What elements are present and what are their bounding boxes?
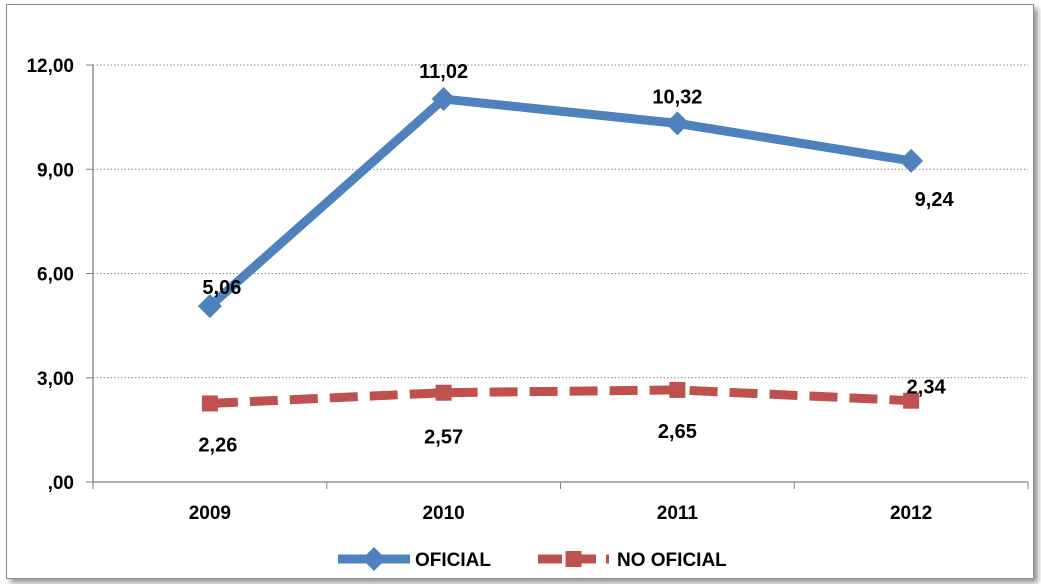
- series-1-point-2011: [669, 381, 686, 398]
- data-label-1-2009: 2,26: [198, 434, 237, 456]
- series-line-1: [209, 385, 912, 408]
- series-layer: [197, 87, 924, 412]
- y-tick-label-3: 9,00: [37, 160, 74, 181]
- legend-label-0: OFICIAL: [415, 550, 491, 571]
- legend-marker-0: [362, 547, 386, 571]
- chart-frame: [6, 4, 1034, 579]
- data-label-1-2011: 2,65: [658, 421, 697, 443]
- y-tick-label-0: ,00: [48, 473, 74, 494]
- series-0-point-2011: [665, 111, 690, 136]
- legend: OFICIAL NO OFICIAL: [338, 547, 727, 571]
- y-tick-label-2: 6,00: [37, 265, 74, 286]
- y-tick-label-4: 12,00: [26, 56, 74, 77]
- data-label-1-2012: 2,34: [907, 377, 947, 399]
- x-tick-label-2010: 2010: [422, 503, 464, 524]
- y-tick-label-1: 3,00: [37, 369, 74, 390]
- series-0-point-2009: [197, 294, 222, 319]
- data-label-0-2012: 9,24: [915, 189, 955, 211]
- series-line-0: [206, 94, 912, 310]
- legend-label-1: NO OFICIAL: [617, 550, 727, 571]
- data-label-1-2010: 2,57: [424, 427, 463, 449]
- x-tick-label-2011: 2011: [657, 503, 699, 524]
- axes: ,00 3,00 6,00 9,00 12,00 2009 2010 2011 2012: [26, 56, 1029, 524]
- series-1-point-2012: [903, 392, 920, 409]
- x-tick-label-2012: 2012: [890, 503, 932, 524]
- data-label-0-2010: 11,02: [419, 61, 468, 83]
- data-label-0-2011: 10,32: [652, 86, 702, 108]
- legend-marker-1: [565, 551, 582, 567]
- series-1-point-2009: [201, 395, 218, 412]
- series-0-point-2010: [431, 87, 456, 112]
- x-tick-label-2009: 2009: [189, 503, 231, 524]
- data-labels: 5,06 11,02 10,32 9,24 2,26 2,57 2,65 2,34: [198, 61, 954, 456]
- series-1-point-2010: [435, 384, 452, 401]
- series-0-point-2012: [899, 148, 924, 173]
- data-label-0-2009: 5,06: [202, 277, 241, 299]
